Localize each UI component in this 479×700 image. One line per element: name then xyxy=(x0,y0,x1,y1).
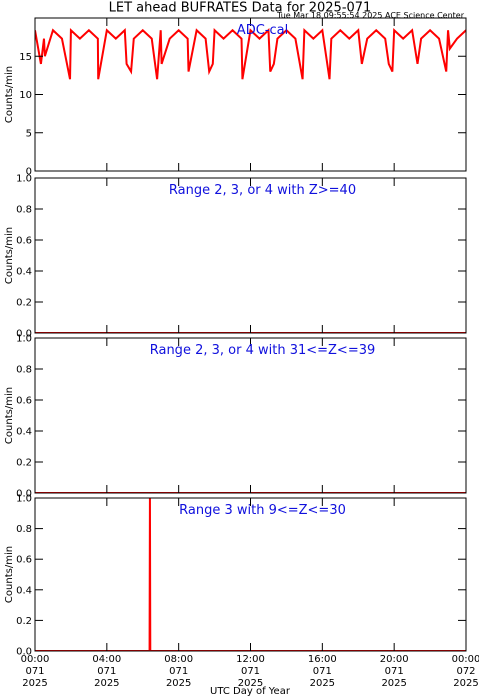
data-line xyxy=(35,27,466,80)
x-axis-label: UTC Day of Year xyxy=(210,686,291,697)
x-tick-label: 00:00 071 2025 xyxy=(21,654,50,689)
y-tick-label: 0.0 xyxy=(16,647,32,658)
y-tick-label: 0.8 xyxy=(16,205,32,216)
y-tick-label: 0.4 xyxy=(16,585,32,596)
x-tick-label: 20:00 071 2025 xyxy=(380,654,409,689)
y-tick-label: 1.0 xyxy=(16,334,32,345)
panel-annotation: ADC-cal xyxy=(237,23,288,38)
y-tick-label: 0.4 xyxy=(16,427,32,438)
y-tick-label: 0 xyxy=(26,167,32,178)
y-tick-label: 0.6 xyxy=(16,236,32,247)
panel-annotation: Range 2, 3, or 4 with 31<=Z<=39 xyxy=(150,343,376,358)
x-tick-label: 04:00 071 2025 xyxy=(92,654,121,689)
y-tick-label: 0.2 xyxy=(16,458,32,469)
x-tick-label: 16:00 071 2025 xyxy=(308,654,337,689)
chart-title: LET ahead BUFRATES Data for 2025-071 xyxy=(109,1,372,16)
y-tick-label: 0.4 xyxy=(16,267,32,278)
x-tick-label: 12:00 071 2025 xyxy=(236,654,265,689)
y-axis-label: Counts/min xyxy=(4,546,15,603)
y-tick-label: 0.0 xyxy=(16,329,32,340)
y-tick-label: 0.8 xyxy=(16,365,32,376)
y-tick-label: 0.8 xyxy=(16,524,32,535)
x-tick-label: 00:00 072 2025 xyxy=(452,654,479,689)
y-axis-label: Counts/min xyxy=(4,227,15,284)
plot-data xyxy=(35,27,466,80)
x-tick-label: 08:00 071 2025 xyxy=(164,654,193,689)
y-tick-label: 10 xyxy=(19,90,32,101)
y-tick-label: 0.0 xyxy=(16,489,32,500)
timestamp: Tue Mar 18 09:55:54 2025 ACE Science Cen… xyxy=(276,11,465,20)
y-tick-label: 15 xyxy=(19,52,32,63)
y-axis-label: Counts/min xyxy=(4,66,15,123)
y-tick-label: 0.6 xyxy=(16,555,32,566)
y-tick-label: 0.2 xyxy=(16,298,32,309)
y-tick-label: 1.0 xyxy=(16,174,32,185)
y-tick-label: 0.2 xyxy=(16,616,32,627)
panel-annotation: Range 2, 3, or 4 with Z>=40 xyxy=(169,183,356,198)
y-tick-label: 1.0 xyxy=(16,494,32,505)
y-tick-label: 5 xyxy=(26,128,32,139)
y-axis-label: Counts/min xyxy=(4,387,15,444)
y-tick-label: 0.6 xyxy=(16,396,32,407)
panel-annotation: Range 3 with 9<=Z<=30 xyxy=(179,503,346,518)
